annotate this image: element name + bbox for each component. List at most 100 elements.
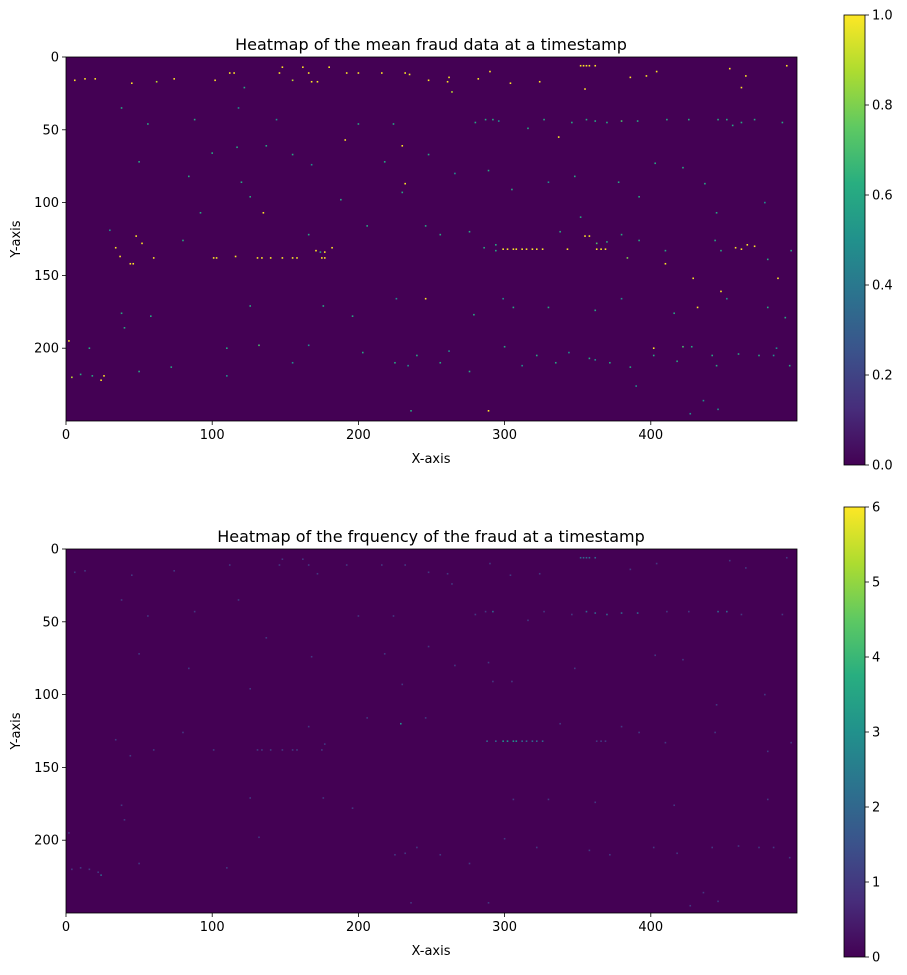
heatmap-cell <box>73 79 76 82</box>
heatmap-cell <box>79 373 82 376</box>
heatmap-cell <box>281 558 284 560</box>
heatmap-cell <box>119 255 121 258</box>
heatmap-cell <box>427 571 430 574</box>
heatmap-cell <box>226 347 228 349</box>
heatmap-cell <box>94 78 97 80</box>
heatmap-cell <box>138 161 140 163</box>
x-tick-label: 400 <box>638 428 663 443</box>
heatmap-cell <box>170 366 173 368</box>
heatmap-cell <box>155 80 158 83</box>
panel-2-title: Heatmap of the frquency of the fraud at … <box>217 527 645 546</box>
colorbar-tick-label: 0 <box>872 951 880 966</box>
heatmap-cell <box>629 568 632 571</box>
heatmap-cell <box>84 570 86 572</box>
heatmap-cell <box>746 244 749 246</box>
heatmap-cell <box>740 613 743 616</box>
heatmap-cell <box>150 315 152 317</box>
heatmap-cell <box>73 571 76 574</box>
heatmap-cell <box>120 107 123 109</box>
heatmap-cell <box>307 233 310 236</box>
heatmap-cell <box>535 354 538 357</box>
heatmap-cell <box>512 306 515 309</box>
colorbar-gradient <box>844 507 865 957</box>
heatmap-cell <box>400 722 402 725</box>
x-tick-label: 300 <box>492 428 517 443</box>
heatmap-cell <box>152 257 155 259</box>
heatmap-cell <box>492 610 494 613</box>
panel-2-x-axis-label: X-axis <box>412 944 451 959</box>
heatmap-cell <box>734 246 737 249</box>
heatmap-cell <box>758 354 760 357</box>
heatmap-cell <box>785 64 788 67</box>
panel-2: Heatmap of the frquency of the fraud at … <box>9 501 880 966</box>
heatmap-cell <box>535 248 538 250</box>
heatmap-cell <box>554 361 557 364</box>
heatmap-cell <box>322 797 325 799</box>
heatmap-cell <box>609 853 611 856</box>
heatmap-cell <box>424 297 427 300</box>
heatmap-cell <box>120 804 123 807</box>
heatmap-cell <box>88 868 91 871</box>
heatmap-cell <box>88 347 91 349</box>
heatmap-cell <box>383 161 386 163</box>
heatmap-cell <box>173 78 175 80</box>
heatmap-cell <box>454 664 456 667</box>
heatmap-cell <box>715 364 718 367</box>
heatmap-cell <box>728 559 731 562</box>
heatmap-cell <box>582 64 585 67</box>
heatmap-cell <box>720 290 722 293</box>
heatmap-cell <box>629 366 632 368</box>
heatmap-cell <box>120 599 123 601</box>
heatmap-cell <box>408 73 411 76</box>
heatmap-cell <box>394 361 396 364</box>
heatmap-cell <box>120 312 123 315</box>
heatmap-cell <box>256 749 259 751</box>
heatmap-cell <box>68 832 70 834</box>
heatmap-cell <box>243 86 246 89</box>
heatmap-cell <box>664 249 667 252</box>
heatmap-cell <box>772 846 775 849</box>
heatmap-cell <box>258 836 260 839</box>
heatmap-cell <box>138 862 140 865</box>
heatmap-cell <box>604 740 607 742</box>
heatmap-cell <box>71 376 73 379</box>
heatmap-cell <box>579 64 582 67</box>
heatmap-cell <box>535 740 538 742</box>
heatmap-cell <box>258 344 260 347</box>
heatmap-cell <box>594 64 597 67</box>
x-tick-label: 200 <box>346 428 371 443</box>
colorbar-tick-label: 1.0 <box>872 9 893 24</box>
x-tick-label: 200 <box>346 920 371 935</box>
heatmap-cell <box>407 364 409 367</box>
heatmap-cell <box>340 198 342 201</box>
heatmap-cell <box>215 257 218 259</box>
heatmap-cell <box>543 610 545 613</box>
heatmap-cell <box>692 277 694 280</box>
colorbar-tick-label: 0.2 <box>872 369 893 384</box>
colorbar-gradient <box>844 15 865 465</box>
heatmap-cell <box>711 846 713 849</box>
heatmap-cell <box>114 246 117 249</box>
heatmap-cell <box>446 80 449 83</box>
heatmap-cell <box>502 248 504 250</box>
heatmap-cell <box>717 610 719 613</box>
heatmap-cell <box>147 123 149 125</box>
colorbar-tick-label: 2 <box>872 801 880 816</box>
heatmap-cell <box>541 248 544 250</box>
heatmap-cell <box>584 88 586 90</box>
heatmap-cell <box>188 175 190 178</box>
heatmap-cell <box>682 166 684 169</box>
y-tick-label: 200 <box>34 834 59 849</box>
heatmap-cell <box>401 191 404 194</box>
x-tick-label: 400 <box>638 920 663 935</box>
heatmap-cell <box>503 837 506 840</box>
heatmap-background <box>66 57 797 421</box>
heatmap-cell <box>281 257 284 259</box>
heatmap-cell <box>211 152 213 154</box>
heatmap-cell <box>249 797 252 799</box>
heatmap-cell <box>726 297 728 300</box>
heatmap-cell <box>512 798 515 801</box>
heatmap-cell <box>416 354 418 357</box>
panel-2-y-axis-label: Y-axis <box>9 712 24 750</box>
heatmap-cell <box>689 412 692 415</box>
